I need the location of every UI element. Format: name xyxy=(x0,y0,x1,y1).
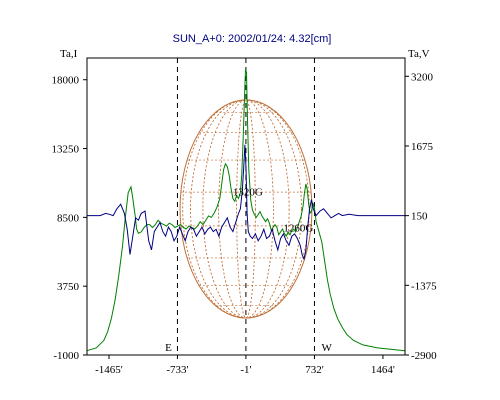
y-right-tick-label: 3200 xyxy=(411,71,434,83)
polarization-line xyxy=(87,144,405,261)
annotations: 1320G 1260G xyxy=(233,187,314,235)
y-left-tick-label: 13250 xyxy=(52,144,80,156)
y-right-tick-label: -2900 xyxy=(411,350,437,362)
marker-label: W xyxy=(321,342,332,354)
x-tick-label: -1' xyxy=(240,364,251,376)
plot-lines xyxy=(86,69,406,352)
y-right-tick-label: 1675 xyxy=(411,141,434,153)
x-tick-label: 732' xyxy=(305,364,324,376)
field-annotation: 1260G xyxy=(283,223,313,235)
intensity-line xyxy=(86,69,406,352)
y-left-tick-label: 3750 xyxy=(57,281,80,293)
y-left-tick-label: 8500 xyxy=(57,212,80,224)
axes: -1465' -733' -1' 732' 1464' 18000 13250 8500 375… xyxy=(52,71,438,376)
y-left-tick-label: 18000 xyxy=(52,75,80,87)
left-axis-label: Ta,I xyxy=(60,48,78,60)
marker-label: E xyxy=(165,342,172,354)
y-right-tick-label: 150 xyxy=(411,211,428,223)
y-left-tick-label: -1000 xyxy=(53,350,79,362)
x-tick-label: -733' xyxy=(166,364,188,376)
x-tick-label: -1465' xyxy=(95,364,123,376)
right-axis-label: Ta,V xyxy=(408,48,430,60)
field-annotation: 1320G xyxy=(233,187,263,199)
longitude-line xyxy=(236,99,256,319)
solar-disk-grid xyxy=(179,99,313,319)
chart-title: SUN_A+0: 2002/01/24: 4.32[cm] xyxy=(173,33,332,45)
x-tick-label: 1464' xyxy=(371,364,395,376)
y-right-tick-label: -1375 xyxy=(411,280,437,292)
